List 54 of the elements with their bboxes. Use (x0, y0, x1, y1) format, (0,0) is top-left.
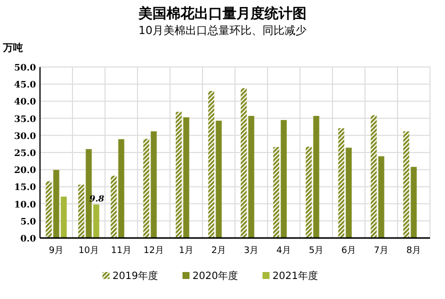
y-tick-label: 5.0 (20, 217, 36, 228)
bar (53, 170, 60, 238)
x-tick-label: 2月 (211, 246, 226, 256)
legend-label: 2020年度 (192, 270, 238, 282)
y-tick-label: 25.0 (14, 149, 36, 159)
x-tick-label: 6月 (341, 246, 356, 256)
x-tick-label: 3月 (244, 246, 259, 256)
bar (248, 116, 254, 238)
chart-subtitle: 10月美棉出口总量环比、同比减少 (138, 24, 306, 37)
x-tick-label: 4月 (276, 246, 292, 256)
bar (273, 147, 280, 238)
chart-title: 美国棉花出口量月度统计图 (138, 5, 306, 22)
y-axis-title: 万吨 (2, 42, 23, 54)
x-tick-label: 8月 (406, 246, 422, 256)
bar (118, 139, 124, 238)
bar (338, 128, 344, 238)
y-tick-label: 45.0 (14, 80, 36, 91)
bar (60, 196, 67, 238)
y-tick-label: 15.0 (14, 183, 36, 194)
bar (313, 116, 320, 238)
bar (240, 88, 247, 238)
x-tick-label: 7月 (374, 246, 389, 256)
x-tick-label: 5月 (308, 246, 324, 256)
legend-label: 2019年度 (112, 270, 158, 282)
y-tick-label: 40.0 (14, 98, 36, 108)
bar (208, 90, 214, 238)
bar (176, 112, 182, 238)
y-tick-label: 0.0 (20, 234, 36, 244)
y-tick-label: 35.0 (14, 114, 36, 125)
bar (378, 156, 384, 238)
bar (216, 120, 222, 238)
bar (370, 115, 377, 238)
bar (150, 131, 157, 238)
bar (306, 146, 312, 238)
x-tick-label: 9月 (48, 246, 64, 256)
bar (280, 120, 287, 238)
bar (46, 181, 52, 238)
y-tick-label: 50.0 (14, 64, 36, 74)
x-tick-label: 12月 (144, 246, 164, 256)
legend-label: 2021年度 (272, 270, 318, 282)
x-tick-label: 11月 (111, 246, 132, 256)
bar (183, 117, 190, 238)
bar (346, 148, 352, 238)
y-tick-label: 30.0 (14, 132, 36, 142)
y-tick-label: 20.0 (14, 166, 36, 176)
y-tick-label: 10.0 (14, 200, 36, 210)
bar (78, 184, 84, 238)
bar (110, 176, 117, 238)
bar (410, 166, 417, 238)
x-tick-label: 1月 (178, 246, 194, 256)
bar (143, 138, 150, 238)
x-tick-label: 10月 (78, 246, 99, 256)
bar (403, 131, 410, 238)
bar (93, 204, 100, 238)
